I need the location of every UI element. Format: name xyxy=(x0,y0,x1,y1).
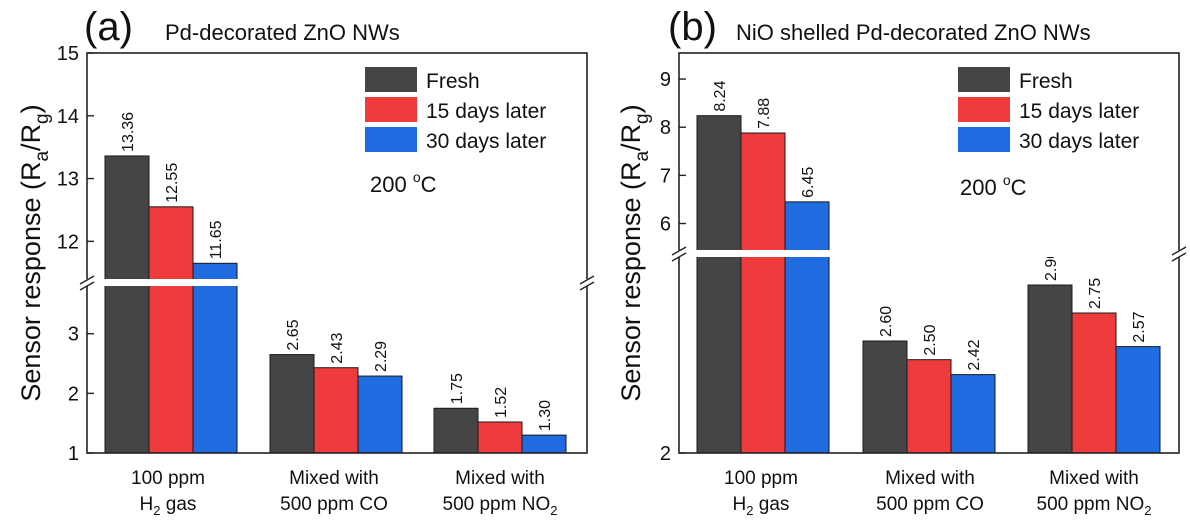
legend-a-30days-label: 30 days later xyxy=(426,130,546,153)
panel-b-bars xyxy=(696,115,1161,453)
panel-b-y-axis-label: Sensor response (Ra/Rg) xyxy=(616,104,653,401)
bar-b-s0-c1 xyxy=(862,340,908,453)
bar-a-s0-c0 xyxy=(104,155,150,453)
panel-a: (a) Pd-decorated ZnO NWs Sensor response… xyxy=(16,5,595,518)
panel-b-legend: Fresh 15 days later 30 days later xyxy=(958,67,1139,153)
panel-a-xlabel-2-line2: 500 ppm CO xyxy=(280,494,388,515)
y-tick-label-a-lower-0: 1 xyxy=(68,443,79,465)
value-label-b-s0-c2: 2.90 xyxy=(1043,250,1060,281)
bar-a-s0-c2 xyxy=(433,407,479,453)
panel-b-xlabel-3-line2: 500 ppm NO2 xyxy=(1037,494,1152,518)
bar-b-s0-c0 xyxy=(696,115,742,453)
panel-a-plot-frame xyxy=(86,52,588,454)
value-label-a-s0-c1: 2.65 xyxy=(285,319,302,350)
y-tick-label-b-upper-0: 6 xyxy=(660,214,671,236)
bar-b-s2-c0 xyxy=(784,201,830,453)
legend-b-15days-swatch xyxy=(958,97,1010,122)
bar-a-s2-c0 xyxy=(192,262,238,453)
value-label-a-s2-c1: 2.29 xyxy=(373,341,390,372)
value-label-a-s1-c2: 1.52 xyxy=(493,387,510,418)
panel-b-xlabel-2-line1: Mixed with xyxy=(885,468,975,489)
legend-b-fresh-label: Fresh xyxy=(1019,70,1073,93)
panel-b-xlabel-2-line2: 500 ppm CO xyxy=(876,494,984,515)
panel-b-label: (b) xyxy=(668,5,717,49)
panel-a-axis-break-marks xyxy=(79,275,595,291)
legend-b-30days-label: 30 days later xyxy=(1019,130,1139,153)
bar-b-s0-c2 xyxy=(1027,284,1073,453)
panel-a-bars xyxy=(104,155,567,453)
panel-a-xlabel-1-line1: 100 ppm xyxy=(131,468,205,489)
bar-a-s1-c2 xyxy=(477,421,523,453)
bar-a-s2-c1 xyxy=(357,375,403,453)
panel-a-xlabel-3-line1: Mixed with xyxy=(455,468,545,489)
panel-a-x-labels: 100 ppm H2 gas Mixed with 500 ppm CO Mix… xyxy=(131,468,557,518)
value-label-b-s1-c2: 2.75 xyxy=(1087,278,1104,309)
panel-b-axis-break-gap xyxy=(672,250,1186,257)
bar-b-s2-c2 xyxy=(1115,346,1161,453)
legend-a-fresh-swatch xyxy=(365,67,417,92)
legend-b-15days-label: 15 days later xyxy=(1019,100,1139,123)
panel-b-x-labels: 100 ppm H2 gas Mixed with 500 ppm CO Mix… xyxy=(724,468,1151,518)
legend-a-30days-swatch xyxy=(365,127,417,152)
value-label-b-s2-c1: 2.42 xyxy=(966,339,983,370)
panel-b-value-labels: 8.24 2.60 2.90 7.88 2.50 2.75 6.45 2.42 2.57 xyxy=(712,80,1148,370)
panel-a-legend: Fresh 15 days later 30 days later xyxy=(365,67,546,153)
panel-a-axis-break-gap xyxy=(80,279,594,286)
panel-a-y-axis-label: Sensor response (Ra/Rg) xyxy=(16,104,53,401)
y-tick-label-a-upper-0: 12 xyxy=(57,231,79,253)
panel-a-value-labels: 13.36 2.65 1.75 12.55 2.43 1.52 11.65 2.29 1.30 xyxy=(120,112,554,431)
value-label-a-s0-c2: 1.75 xyxy=(449,373,466,404)
legend-a-fresh-label: Fresh xyxy=(426,70,480,93)
y-tick-label-b-upper-1: 7 xyxy=(660,165,671,187)
y-tick-label-a-upper-2: 14 xyxy=(57,106,79,128)
value-label-b-s0-c1: 2.60 xyxy=(878,306,895,337)
value-label-a-s1-c1: 2.43 xyxy=(329,332,346,363)
panel-a-title: Pd-decorated ZnO NWs xyxy=(165,20,400,45)
bar-a-s0-c1 xyxy=(269,354,315,453)
value-label-b-s0-c0: 8.24 xyxy=(712,80,729,111)
value-label-b-s1-c1: 2.50 xyxy=(922,324,939,355)
y-tick-label-a-lower-1: 2 xyxy=(68,383,79,405)
panel-b: (b) NiO shelled Pd-decorated ZnO NWs Sen… xyxy=(616,5,1187,518)
panel-b-xlabel-1-line2: H2 gas xyxy=(733,494,790,518)
bar-a-s1-c1 xyxy=(313,367,359,453)
panel-a-xlabel-3-line2: 500 ppm NO2 xyxy=(443,494,558,518)
bar-b-s1-c0 xyxy=(740,132,786,453)
y-tick-label-a-upper-3: 15 xyxy=(57,43,79,65)
legend-a-15days-swatch xyxy=(365,97,417,122)
legend-b-30days-swatch xyxy=(958,127,1010,152)
panel-b-xlabel-3-line1: Mixed with xyxy=(1049,468,1139,489)
panel-b-title: NiO shelled Pd-decorated ZnO NWs xyxy=(736,20,1091,45)
bar-b-s1-c2 xyxy=(1071,312,1117,453)
panel-a-xlabel-2-line1: Mixed with xyxy=(289,468,379,489)
value-label-b-s1-c0: 7.88 xyxy=(756,98,773,129)
legend-a-15days-label: 15 days later xyxy=(426,100,546,123)
value-label-a-s2-c2: 1.30 xyxy=(537,400,554,431)
panel-a-label: (a) xyxy=(84,5,133,49)
value-label-b-s2-c0: 6.45 xyxy=(800,167,817,198)
legend-b-fresh-swatch xyxy=(958,67,1010,92)
value-label-a-s2-c0: 11.65 xyxy=(208,220,225,259)
bar-b-s1-c1 xyxy=(906,359,952,453)
panel-a-xlabel-1-line2: H2 gas xyxy=(140,494,197,518)
panel-a-temperature-annotation: 200 oC xyxy=(370,169,437,197)
y-tick-label-a-lower-2: 3 xyxy=(68,324,79,346)
bar-a-s2-c2 xyxy=(521,434,567,453)
bar-b-s2-c1 xyxy=(950,374,996,453)
panel-b-axis-break-marks xyxy=(671,246,1187,262)
panel-b-temperature-annotation: 200 oC xyxy=(960,172,1027,200)
value-label-a-s1-c0: 12.55 xyxy=(164,163,181,203)
y-tick-label-b-lower-0: 2 xyxy=(660,443,671,465)
y-tick-label-a-upper-1: 13 xyxy=(57,169,79,191)
panel-b-y-ticks: 2 6 7 8 9 xyxy=(660,69,686,465)
value-label-b-s2-c2: 2.57 xyxy=(1131,311,1148,342)
y-tick-label-b-upper-2: 8 xyxy=(660,117,671,139)
bar-a-s1-c0 xyxy=(148,206,194,453)
y-tick-label-b-upper-3: 9 xyxy=(660,69,671,91)
panel-b-xlabel-1-line1: 100 ppm xyxy=(724,468,798,489)
value-label-a-s0-c0: 13.36 xyxy=(120,112,137,152)
